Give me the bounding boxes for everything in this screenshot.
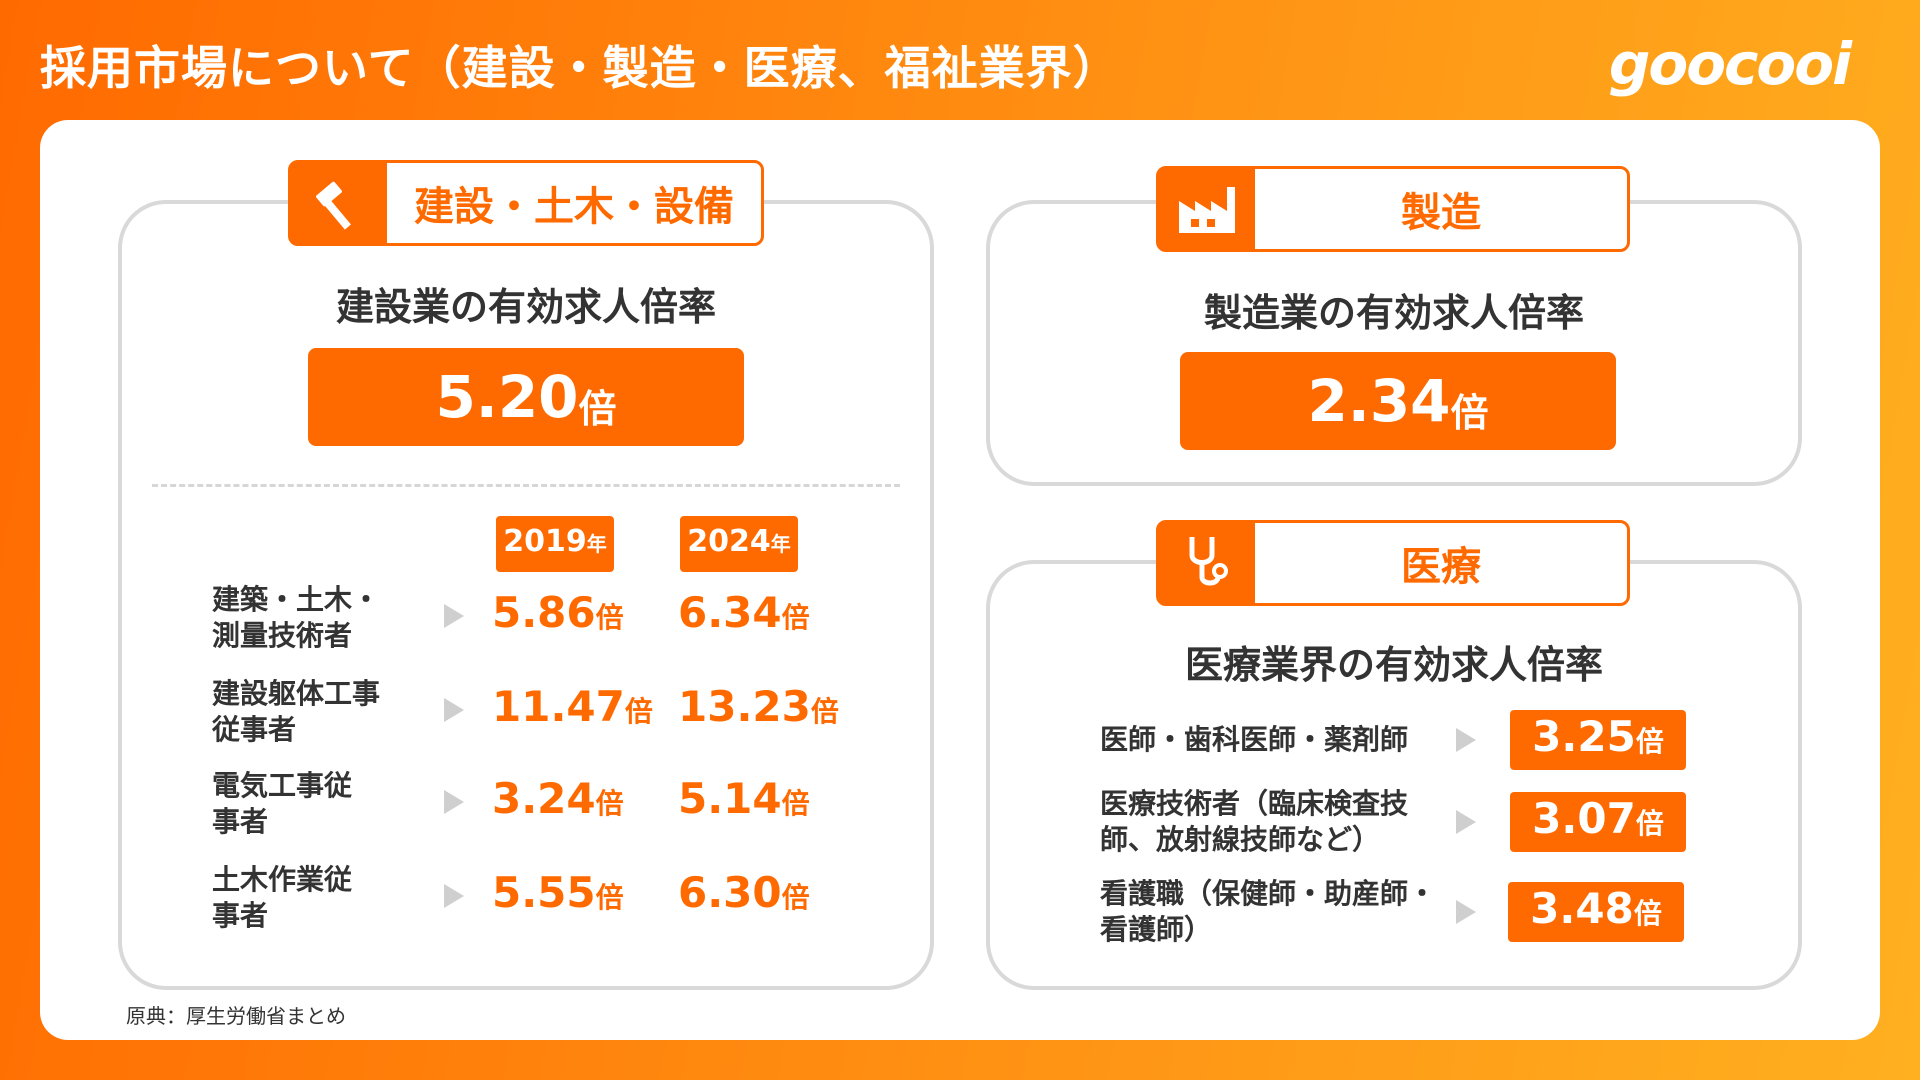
value-badge: 3.07 倍 (1510, 792, 1686, 852)
arrow-right-icon (444, 884, 464, 908)
list-item: 医師・歯科医師・薬剤師 3.25 倍 (990, 710, 1798, 770)
tab-label: 建設・土木・設備 (414, 184, 734, 230)
row-label: 医師・歯科医師・薬剤師 (1100, 723, 1409, 756)
construction-card: 建設業の有効求人倍率 5.20 倍 2019 年 2024 年 建築・土木・測量技術… (118, 200, 934, 990)
year-badge-2019: 2019 年 (496, 516, 614, 572)
table-row: 建設躯体工事従事者 11.47倍 13.23倍 (122, 676, 930, 756)
value-2024: 6.34倍 (678, 588, 810, 637)
row-label: 医療技術者（臨床検査技師、放射線技師など） (1100, 787, 1409, 856)
row-label: 建設躯体工事従事者 (212, 677, 381, 746)
value-2019: 5.86倍 (492, 588, 624, 637)
row-label: 建築・土木・測量技術者 (212, 583, 381, 652)
value-2019: 11.47倍 (492, 682, 653, 731)
manufacturing-ratio-badge: 2.34 倍 (1180, 352, 1616, 450)
value-2019: 3.24倍 (492, 774, 624, 823)
tab-construction: 建設・土木・設備 (288, 160, 764, 246)
stethoscope-icon (1159, 523, 1255, 603)
arrow-right-icon (444, 790, 464, 814)
dashed-divider (152, 484, 900, 487)
value-2024: 13.23倍 (678, 682, 839, 731)
arrow-right-icon (1456, 900, 1476, 924)
medical-card: 医療業界の有効求人倍率 医師・歯科医師・薬剤師 3.25 倍 医療技術者（臨床検査… (986, 560, 1802, 990)
source-note: 原典：厚生労働省まとめ (126, 1004, 346, 1028)
value-badge: 3.48 倍 (1508, 882, 1684, 942)
construction-subtitle: 建設業の有効求人倍率 (335, 285, 716, 329)
construction-ratio-badge: 5.20 倍 (308, 348, 744, 446)
table-row: 電気工事従事者 3.24倍 5.14倍 (122, 768, 930, 848)
construction-ratio-value: 5.20 (435, 363, 579, 431)
row-label: 看護職（保健師・助産師・看護師） (1100, 877, 1437, 946)
row-label: 電気工事従事者 (212, 769, 353, 838)
tab-medical: 医療 (1156, 520, 1630, 606)
table-row: 土木作業従事者 5.55倍 6.30倍 (122, 862, 930, 942)
arrow-right-icon (444, 698, 464, 722)
manufacturing-ratio-value: 2.34 (1307, 367, 1451, 435)
logo: goocooi (1608, 30, 1852, 98)
value-2024: 5.14倍 (678, 774, 810, 823)
value-2024: 6.30倍 (678, 868, 810, 917)
list-item: 看護職（保健師・助産師・看護師） 3.48 倍 (990, 876, 1798, 948)
table-row: 建築・土木・測量技術者 5.86倍 6.34倍 (122, 582, 930, 662)
value-badge: 3.25 倍 (1510, 710, 1686, 770)
factory-icon (1159, 169, 1255, 249)
arrow-right-icon (1456, 810, 1476, 834)
medical-subtitle: 医療業界の有効求人倍率 (1184, 643, 1603, 687)
tab-manufacturing: 製造 (1156, 166, 1630, 252)
page-title: 採用市場について（建設・製造・医療、福祉業界） (40, 41, 1120, 95)
manufacturing-ratio-unit: 倍 (1450, 390, 1489, 435)
row-label: 土木作業従事者 (212, 863, 353, 932)
year-badge-2024: 2024 年 (680, 516, 798, 572)
arrow-right-icon (444, 604, 464, 628)
arrow-right-icon (1456, 728, 1476, 752)
value-2019: 5.55倍 (492, 868, 624, 917)
construction-ratio-unit: 倍 (578, 386, 617, 431)
list-item: 医療技術者（臨床検査技師、放射線技師など） 3.07 倍 (990, 786, 1798, 858)
tab-label: 製造 (1401, 190, 1481, 236)
tab-label: 医療 (1401, 544, 1481, 590)
hammer-icon (291, 163, 387, 243)
manufacturing-subtitle: 製造業の有効求人倍率 (1203, 291, 1584, 335)
